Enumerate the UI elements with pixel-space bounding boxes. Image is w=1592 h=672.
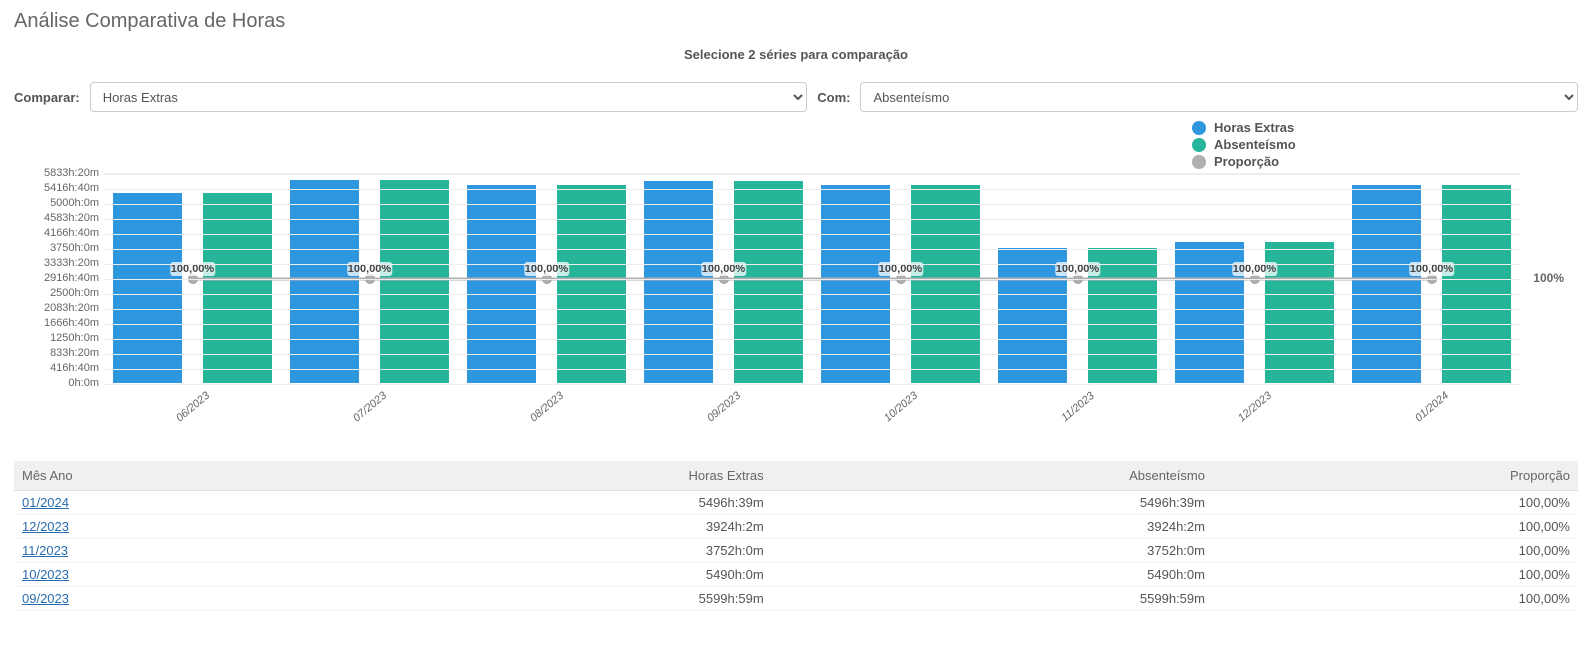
cell-value: 100,00% — [1213, 539, 1578, 563]
y-tick-label: 2916h:40m — [14, 272, 99, 284]
month-link[interactable]: 09/2023 — [22, 591, 69, 606]
legend-swatch-series1 — [1192, 121, 1206, 135]
x-tick-label: 06/2023 — [173, 390, 211, 425]
table-header-row: Mês Ano Horas Extras Absenteísmo Proporç… — [14, 461, 1578, 491]
table-row: 09/20235599h:59m5599h:59m100,00% — [14, 587, 1578, 611]
cell-value: 3924h:2m — [772, 515, 1213, 539]
col-absenteismo[interactable]: Absenteísmo — [772, 461, 1213, 491]
x-tick-label: 10/2023 — [881, 390, 919, 425]
cell-value: 3752h:0m — [334, 539, 772, 563]
month-link[interactable]: 01/2024 — [22, 495, 69, 510]
cell-value: 5599h:59m — [334, 587, 772, 611]
table-row: 11/20233752h:0m3752h:0m100,00% — [14, 539, 1578, 563]
compare-label: Comparar: — [14, 90, 80, 105]
legend-label-series1: Horas Extras — [1214, 120, 1294, 135]
x-axis-ticks: 06/2023 07/2023 08/2023 09/2023 10/2023 11/20… — [104, 393, 1520, 433]
y-tick-label: 416h:40m — [14, 362, 99, 374]
chart: 0h:0m 416h:40m 833h:20m 1250h:0m 1666h:40m 20… — [14, 173, 1578, 443]
cell-value: 3924h:2m — [334, 515, 772, 539]
y-tick-label: 0h:0m — [14, 377, 99, 389]
cell-value: 100,00% — [1213, 515, 1578, 539]
month-link[interactable]: 12/2023 — [22, 519, 69, 534]
data-table: Mês Ano Horas Extras Absenteísmo Proporç… — [14, 461, 1578, 611]
page-title: Análise Comparativa de Horas — [14, 10, 1578, 33]
col-horas-extras[interactable]: Horas Extras — [334, 461, 772, 491]
with-select[interactable]: Absenteísmo — [860, 82, 1578, 112]
legend-swatch-series2 — [1192, 138, 1206, 152]
cell-value: 5490h:0m — [334, 563, 772, 587]
table-row: 12/20233924h:2m3924h:2m100,00% — [14, 515, 1578, 539]
y-tick-label: 5833h:20m — [14, 167, 99, 179]
legend-label-series3: Proporção — [1214, 154, 1279, 169]
y-tick-label: 4166h:40m — [14, 227, 99, 239]
x-tick-label: 08/2023 — [527, 390, 565, 425]
cell-value: 100,00% — [1213, 587, 1578, 611]
x-tick-label: 09/2023 — [704, 390, 742, 425]
col-proporcao[interactable]: Proporção — [1213, 461, 1578, 491]
x-tick-label: 12/2023 — [1235, 390, 1273, 425]
compare-select[interactable]: Horas Extras — [90, 82, 808, 112]
cell-value: 5496h:39m — [334, 491, 772, 515]
table-row: 01/20245496h:39m5496h:39m100,00% — [14, 491, 1578, 515]
legend-swatch-series3 — [1192, 155, 1206, 169]
y-tick-label: 3333h:20m — [14, 257, 99, 269]
cell-value: 3752h:0m — [772, 539, 1213, 563]
controls-row: Comparar: Horas Extras Com: Absenteísmo — [14, 82, 1578, 112]
y-tick-label: 1666h:40m — [14, 317, 99, 329]
table-row: 10/20235490h:0m5490h:0m100,00% — [14, 563, 1578, 587]
chart-plot-area: 100,00%100,00%100,00%100,00%100,00%100,0… — [104, 173, 1520, 383]
y-tick-label: 2083h:20m — [14, 302, 99, 314]
cell-mes-ano: 10/2023 — [14, 563, 334, 587]
cell-value: 5490h:0m — [772, 563, 1213, 587]
cell-value: 100,00% — [1213, 563, 1578, 587]
with-label: Com: — [817, 90, 850, 105]
y-tick-label: 1250h:0m — [14, 332, 99, 344]
legend-item-series3[interactable]: Proporção — [1192, 154, 1279, 169]
y-tick-label: 5000h:0m — [14, 197, 99, 209]
legend-item-series1[interactable]: Horas Extras — [1192, 120, 1294, 135]
legend-label-series2: Absenteísmo — [1214, 137, 1296, 152]
chart-legend: Horas Extras Absenteísmo Proporção — [1192, 120, 1578, 169]
x-tick-label: 07/2023 — [350, 390, 388, 425]
y-tick-label: 5416h:40m — [14, 182, 99, 194]
col-mes-ano[interactable]: Mês Ano — [14, 461, 334, 491]
y-tick-label: 3750h:0m — [14, 242, 99, 254]
x-tick-label: 11/2023 — [1059, 390, 1097, 424]
cell-value: 5496h:39m — [772, 491, 1213, 515]
page-subtitle: Selecione 2 séries para comparação — [14, 47, 1578, 62]
cell-mes-ano: 09/2023 — [14, 587, 334, 611]
cell-mes-ano: 12/2023 — [14, 515, 334, 539]
cell-mes-ano: 11/2023 — [14, 539, 334, 563]
legend-item-series2[interactable]: Absenteísmo — [1192, 137, 1296, 152]
y-tick-label: 2500h:0m — [14, 287, 99, 299]
month-link[interactable]: 10/2023 — [22, 567, 69, 582]
cell-mes-ano: 01/2024 — [14, 491, 334, 515]
cell-value: 100,00% — [1213, 491, 1578, 515]
month-link[interactable]: 11/2023 — [22, 543, 68, 558]
right-axis-100: 100% — [1533, 271, 1564, 285]
x-tick-label: 01/2024 — [1412, 390, 1450, 425]
y-tick-label: 4583h:20m — [14, 212, 99, 224]
cell-value: 5599h:59m — [772, 587, 1213, 611]
y-tick-label: 833h:20m — [14, 347, 99, 359]
